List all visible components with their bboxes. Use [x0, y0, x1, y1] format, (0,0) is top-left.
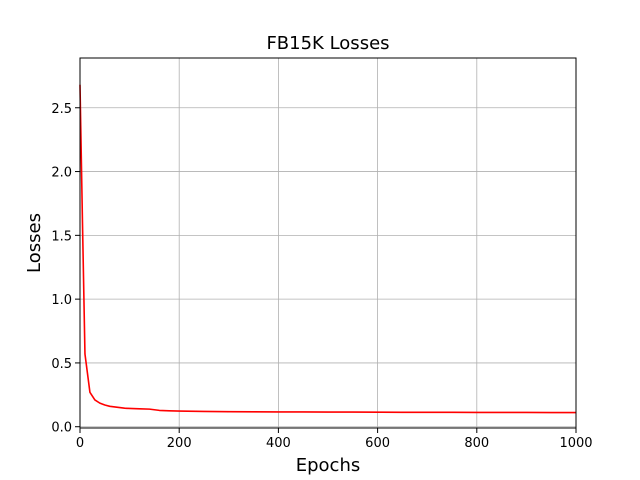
x-tick-label: 400 [266, 436, 291, 451]
y-tick-label: 0.5 [51, 357, 72, 372]
loss-series-line [79, 84, 576, 414]
x-tick-label: 600 [365, 436, 390, 451]
y-tick-label: 2.0 [51, 166, 72, 181]
y-tick-label: 2.5 [51, 102, 72, 117]
y-tick-label: 0.0 [51, 421, 72, 436]
y-tick-label: 1.5 [51, 229, 72, 244]
x-axis-label: Epochs [296, 455, 361, 476]
x-axis: 0 200 400 600 800 1000 [76, 428, 593, 451]
grid-lines [79, 58, 577, 428]
x-tick-label: 0 [76, 436, 84, 451]
chart-title: FB15K Losses [266, 33, 389, 54]
x-tick-label: 800 [464, 436, 489, 451]
series-group [79, 84, 576, 414]
y-axis: 0.0 0.5 1.0 1.5 2.0 2.5 [51, 102, 80, 436]
x-tick-label: 1000 [559, 436, 592, 451]
y-tick-label: 1.0 [51, 293, 72, 308]
x-tick-label: 200 [167, 436, 192, 451]
plot-area-background [80, 58, 576, 428]
y-axis-label: Losses [24, 213, 45, 273]
plot-frame [79, 57, 577, 429]
